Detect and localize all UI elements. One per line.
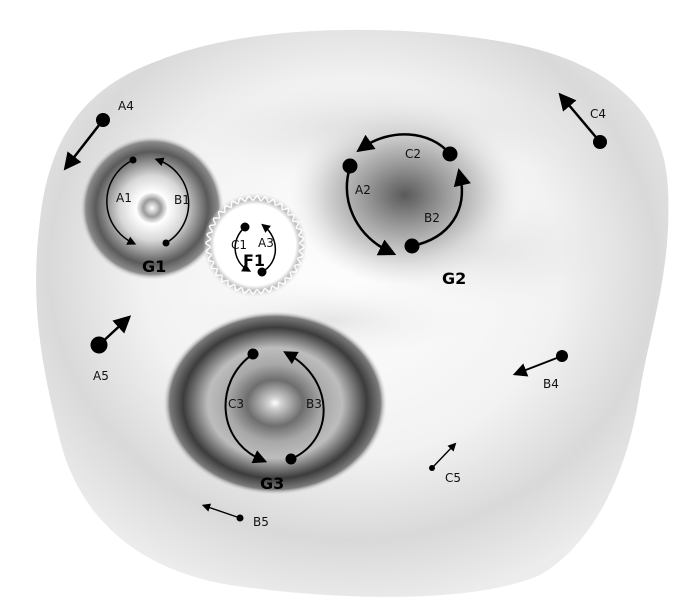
basin-g2 — [290, 105, 520, 285]
region-f1 — [203, 193, 307, 297]
vector-a5-point — [91, 337, 108, 354]
label-a3: A3 — [258, 236, 274, 250]
label-c2: C2 — [405, 147, 421, 161]
label-c1: C1 — [231, 238, 247, 252]
label-a5: A5 — [93, 369, 109, 383]
label-b2: B2 — [424, 211, 440, 225]
orbit-start-point — [405, 239, 420, 254]
vector-c5-point — [429, 465, 435, 471]
label-a1: A1 — [116, 191, 132, 205]
label-a2: A2 — [355, 183, 371, 197]
orbit-start-point — [241, 223, 250, 232]
basin-g3 — [163, 311, 387, 495]
orbit-start-point — [130, 157, 137, 164]
label-c3: C3 — [228, 397, 244, 411]
vector-b5-point — [237, 515, 244, 522]
label-c4: C4 — [590, 107, 606, 121]
label-a4: A4 — [118, 99, 134, 113]
label-b4: B4 — [543, 377, 559, 391]
label-b1: B1 — [174, 193, 190, 207]
label-g1: G1 — [142, 257, 166, 276]
vector-b4-point — [556, 350, 568, 362]
label-f1: F1 — [243, 251, 265, 270]
vector-c4-point — [593, 135, 607, 149]
vector-a4-point — [96, 113, 110, 127]
label-b3: B3 — [306, 397, 322, 411]
orbit-start-point — [286, 454, 297, 465]
label-g3: G3 — [260, 474, 284, 493]
orbit-start-point — [163, 240, 170, 247]
label-b5: B5 — [253, 515, 269, 529]
orbit-start-point — [248, 349, 259, 360]
label-g2: G2 — [442, 269, 466, 288]
orbit-start-point — [443, 147, 458, 162]
orbit-start-point — [343, 159, 358, 174]
label-c5: C5 — [445, 471, 461, 485]
